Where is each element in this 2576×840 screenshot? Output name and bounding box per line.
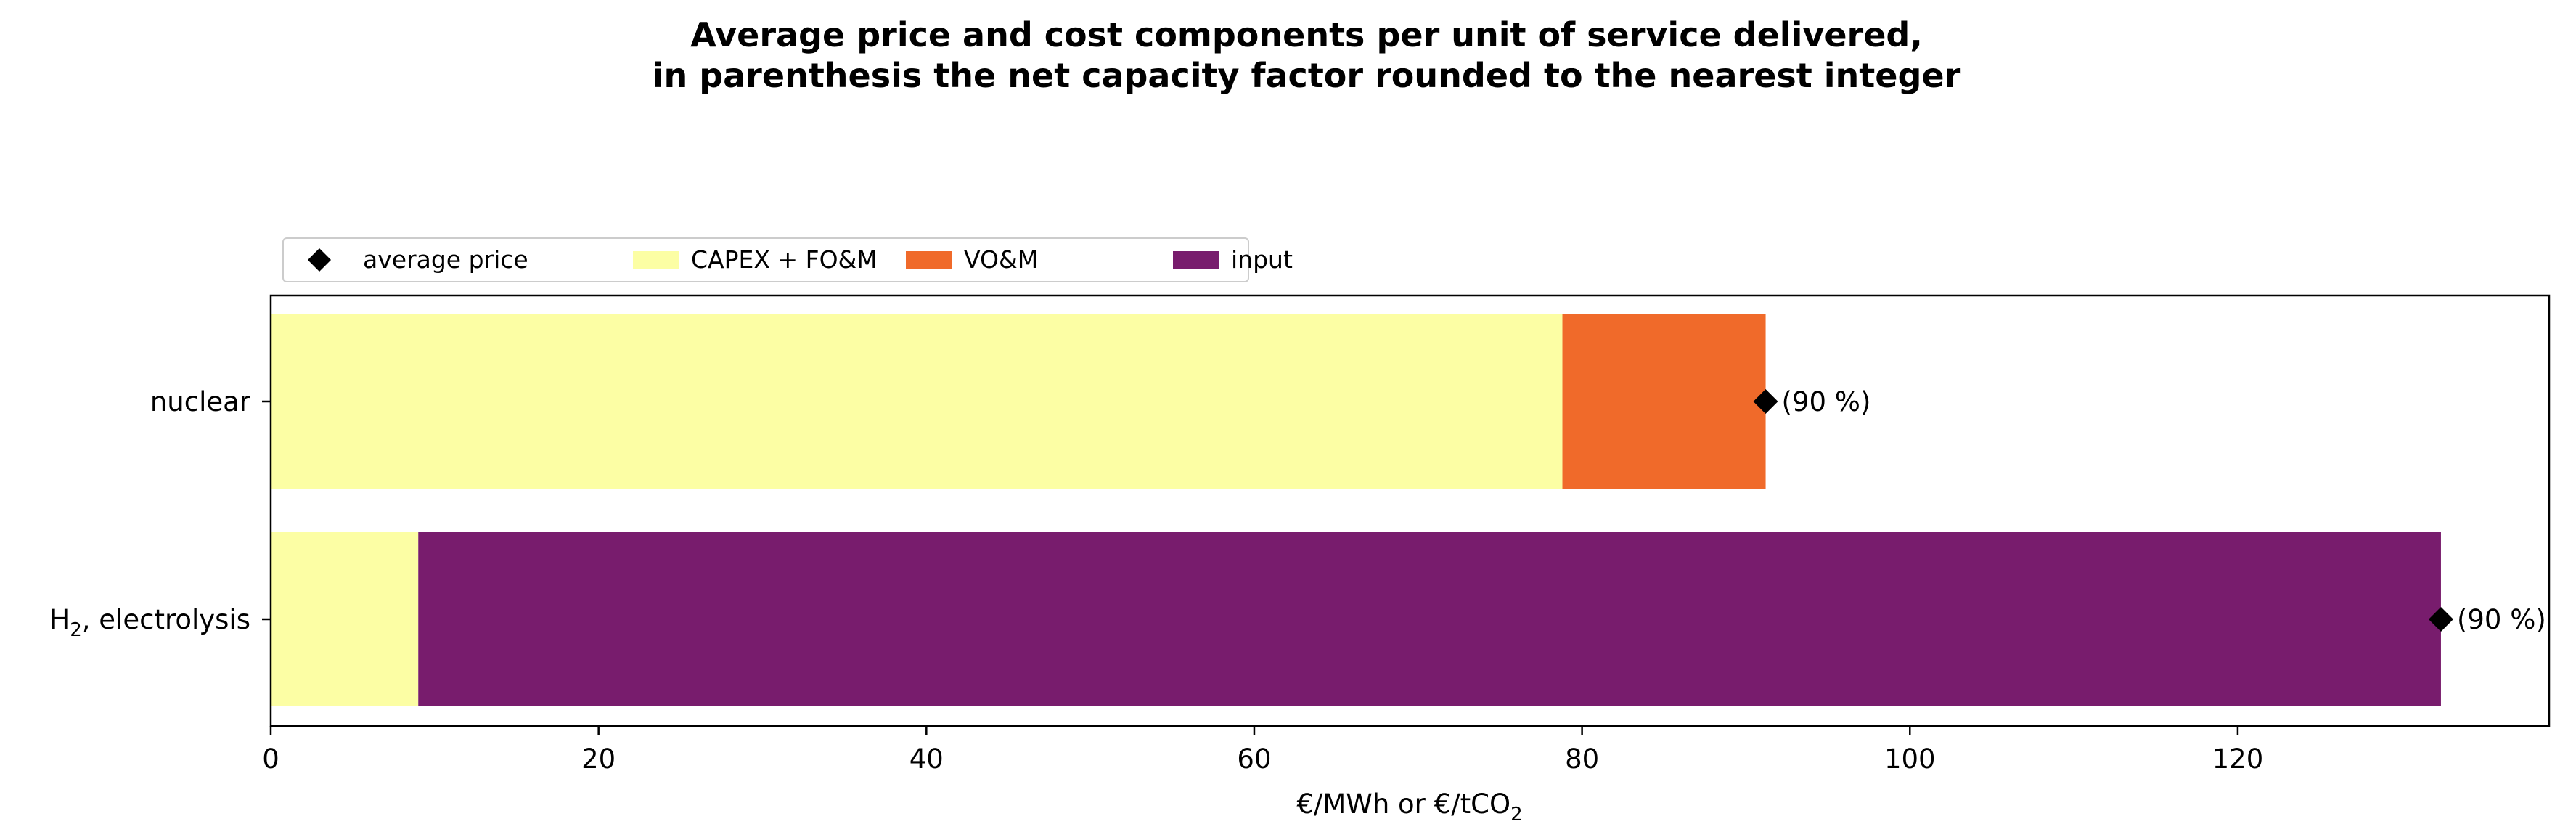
x-axis-label: €/MWh or €/tCO2 <box>1296 788 1522 825</box>
legend-swatch-2 <box>1173 251 1219 269</box>
bar-group <box>271 314 2441 706</box>
x-axis-ticks: 0 20 40 60 80 100 120 <box>262 726 2263 775</box>
legend-frame <box>282 237 1249 282</box>
bar-2-1 <box>418 532 2441 706</box>
y-axis-ticks: nuclear H2, electrolysis <box>49 386 271 641</box>
legend-average-price-marker <box>308 248 331 272</box>
x-axis-label-subscript: 2 <box>1510 804 1523 825</box>
legend-average-price-label: average price <box>363 245 528 274</box>
axes-frame <box>269 294 2551 727</box>
chart-title-line1: Average price and cost components per un… <box>690 15 1923 54</box>
legend-label-0: CAPEX + FO&M <box>691 245 878 274</box>
x-tick-label-0: 0 <box>262 743 279 775</box>
x-tick-label-3: 60 <box>1237 743 1271 775</box>
legend-swatch-1 <box>906 251 952 269</box>
x-tick-label-6: 120 <box>2212 743 2264 775</box>
average-price-markers <box>1753 389 2453 632</box>
capacity-factor-annotation-1: (90 %) <box>2457 604 2546 635</box>
bar-0-1 <box>271 532 419 706</box>
x-tick-label-1: 20 <box>581 743 616 775</box>
bar-0-0 <box>271 314 1563 489</box>
y-tick-label-1: H2, electrolysis <box>49 604 250 641</box>
x-axis-label-main: €/MWh or €/tCO <box>1296 788 1510 820</box>
legend-swatch-0 <box>633 251 679 269</box>
x-tick-label-4: 80 <box>1565 743 1599 775</box>
chart-title-line2: in parenthesis the net capacity factor r… <box>653 56 1961 95</box>
x-tick-label-5: 100 <box>1884 743 1936 775</box>
legend: average price CAPEX + FO&M VO&M input <box>282 237 1293 282</box>
legend-label-2: input <box>1231 245 1293 274</box>
capacity-factor-annotation-0: (90 %) <box>1782 386 1871 417</box>
average-price-marker-0 <box>1753 389 1778 414</box>
y-tick-label-0: nuclear <box>150 386 251 417</box>
legend-label-1: VO&M <box>964 245 1038 274</box>
x-tick-label-2: 40 <box>909 743 944 775</box>
bar-1-0 <box>1562 314 1766 489</box>
average-price-marker-1 <box>2428 607 2453 632</box>
annotation-group: (90 %) (90 %) <box>1782 386 2546 635</box>
